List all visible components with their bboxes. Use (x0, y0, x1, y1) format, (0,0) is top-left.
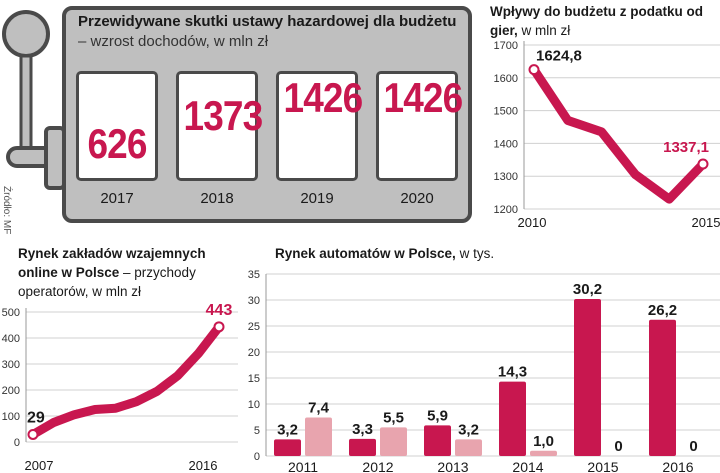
betting-chart-title: Rynek zakładów wzajemnych online w Polsc… (18, 244, 258, 301)
y-tick-label: 15 (248, 373, 260, 385)
x-tick-label: 2016 (189, 458, 218, 473)
bar-data-label: 5,5 (383, 409, 404, 426)
machines-bar-chart: 0 5 10 15 20 25 30 35 3,2 7,4 2011 3,3 5,5 2012 5,9 3,2… (248, 269, 720, 473)
reel-value-2017: 626 (87, 120, 147, 167)
betting-chart-title-sub-1: – przychody (119, 265, 196, 280)
end-point (213, 321, 225, 333)
slot-chart-title-bold: Przewidywane skutki ustawy hazardowej dl… (78, 13, 457, 30)
bar (574, 298, 601, 456)
slot-chart-title: Przewidywane skutki ustawy hazardowej dl… (78, 12, 468, 52)
y-tick-label: 300 (2, 359, 20, 371)
y-tick-label: 1400 (494, 138, 518, 150)
x-tick-label: 2012 (362, 459, 393, 473)
start-point (27, 428, 39, 440)
y-tick-label: 5 (254, 425, 260, 437)
machines-chart-title-sub: w tys. (455, 246, 495, 261)
slot-chart-title-sub: – wzrost dochodów, w mln zł (78, 33, 269, 50)
reel-year-2019: 2019 (300, 190, 334, 207)
betting-chart-title-sub-2: operatorów, w mln zł (18, 284, 142, 299)
reel-year-2020: 2020 (400, 190, 434, 207)
x-tick-label: 2014 (512, 459, 543, 473)
reel-value-2018: 1373 (183, 92, 264, 139)
data-label-end: 1337,1 (663, 139, 709, 156)
bar-data-label: 7,4 (308, 400, 330, 417)
y-tick-label: 20 (248, 347, 260, 359)
bar (305, 417, 332, 456)
bar (380, 427, 407, 456)
reel-value-2020: 1426 (383, 74, 464, 121)
machines-chart-title: Rynek automatów w Polsce, w tys. (275, 244, 715, 263)
reel-2017: 626 (76, 71, 158, 181)
bar (349, 438, 376, 456)
y-tick-label: 500 (2, 307, 20, 319)
bar (649, 319, 676, 456)
data-label-start: 1624,8 (536, 48, 582, 65)
data-label-start: 29 (27, 409, 45, 426)
tax-chart-title: Wpływy do budżetu z podatku od gier, w m… (490, 2, 720, 40)
x-tick-label: 2007 (25, 458, 54, 473)
bar-data-label: 26,2 (648, 302, 677, 319)
bar (499, 381, 526, 456)
reel-year-2018: 2018 (200, 190, 234, 207)
x-tick-label: 2015 (587, 459, 618, 473)
x-tick-label: 2011 (288, 459, 318, 473)
y-tick-label: 1500 (494, 106, 518, 118)
bar (274, 439, 301, 456)
bar-data-label: 3,3 (352, 421, 373, 438)
reel-value-2019: 1426 (283, 74, 364, 121)
series-line (529, 65, 708, 204)
y-tick-label: 0 (14, 437, 20, 449)
bar-data-label: 5,9 (427, 407, 448, 424)
bar-data-label: 30,2 (573, 281, 602, 298)
series-line (28, 322, 224, 439)
y-tick-label: 35 (248, 269, 260, 281)
y-tick-label: 100 (2, 411, 20, 423)
source-note: Źródło: MF (1, 186, 12, 235)
bar-data-label: 1,0 (533, 433, 554, 450)
y-tick-label: 1200 (494, 204, 518, 216)
reel-2019: 1426 (276, 71, 364, 181)
bar (455, 439, 482, 456)
bar-data-label: 14,3 (498, 364, 527, 381)
x-tick-label: 2010 (518, 215, 547, 230)
slot-lever-icon (2, 10, 66, 190)
y-tick-label: 30 (248, 295, 260, 307)
end-point (697, 158, 709, 170)
y-tick-label: 1300 (494, 171, 518, 183)
bar-data-label: 0 (689, 438, 697, 455)
betting-chart-title-bold-2: online w Polsce (18, 265, 120, 280)
x-tick-label: 2013 (437, 459, 468, 473)
betting-line-chart: 0 100 200 300 400 500 2007 2016 29 443 (2, 302, 238, 473)
slot-machine-panel: Przewidywane skutki ustawy hazardowej dl… (0, 0, 480, 230)
reel-2018: 1373 (176, 71, 264, 181)
y-tick-label: 400 (2, 333, 20, 345)
start-point (528, 64, 540, 76)
bar-data-label: 3,2 (458, 421, 479, 438)
reel-2020: 1426 (376, 71, 464, 181)
y-tick-label: 1600 (494, 73, 518, 85)
tax-line-chart: 1200 1300 1400 1500 1600 1700 2010 2015 1624,8 13… (494, 40, 720, 230)
machines-chart-title-bold: Rynek automatów w Polsce, (275, 246, 456, 261)
x-tick-label: 2016 (662, 459, 693, 473)
x-tick-label: 2015 (692, 215, 720, 230)
reel-year-2017: 2017 (100, 190, 134, 207)
y-tick-label: 10 (248, 399, 260, 411)
y-tick-label: 200 (2, 385, 20, 397)
y-tick-label: 1700 (494, 40, 518, 52)
bar (530, 450, 557, 456)
bar-data-label: 3,2 (277, 421, 298, 438)
y-tick-label: 25 (248, 321, 260, 333)
data-label-end: 443 (206, 302, 233, 319)
betting-chart-title-bold-1: Rynek zakładów wzajemnych (18, 246, 206, 261)
bar-data-label: 0 (614, 438, 622, 455)
tax-chart-title-sub: w mln zł (517, 23, 571, 38)
y-tick-label: 0 (254, 451, 260, 463)
bar (424, 425, 451, 456)
tax-chart-title-bold: Wpływy do budżetu z podatku od gier, (490, 4, 703, 38)
